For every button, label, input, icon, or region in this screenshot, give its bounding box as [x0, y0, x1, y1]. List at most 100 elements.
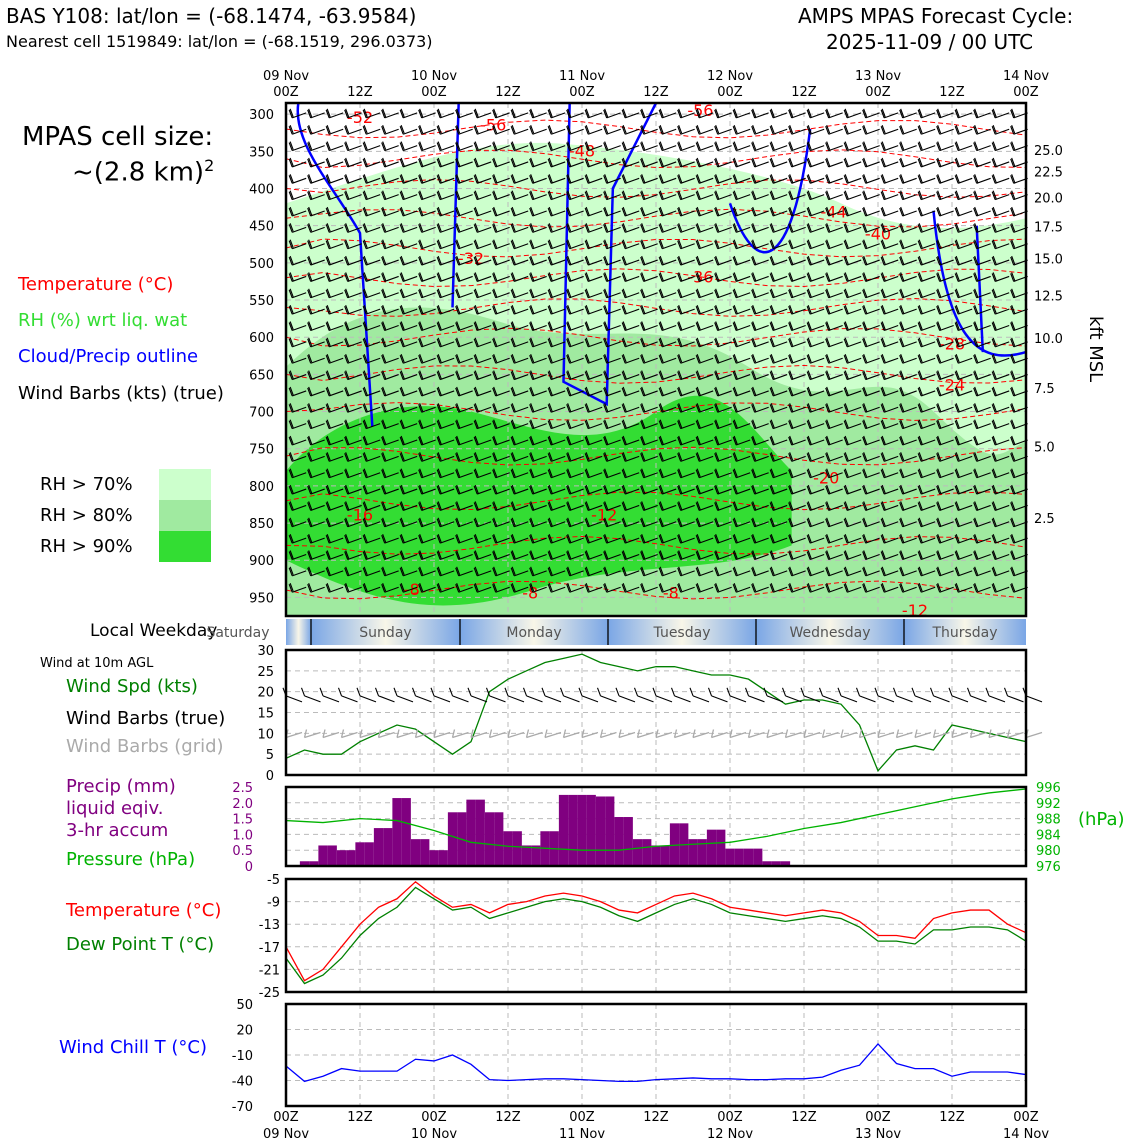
wind-barb — [510, 190, 529, 201]
precip-bar — [568, 794, 578, 866]
pressure-tick-label: 750 — [249, 443, 274, 458]
wind-barb — [362, 223, 381, 233]
wind-barb — [288, 533, 307, 544]
wind-barb — [677, 583, 695, 593]
wind-barb — [973, 125, 991, 135]
precip-bar — [614, 817, 624, 866]
wind-barb — [621, 304, 640, 315]
wind-barb — [769, 108, 788, 119]
legend-wind: Wind Barbs (kts) (true) — [18, 383, 224, 404]
wind-barb — [399, 288, 418, 299]
wind-barb — [603, 419, 621, 430]
wind-barb — [492, 304, 510, 315]
wind-barb — [455, 403, 473, 413]
wind-barb — [547, 533, 566, 544]
precip-bar — [346, 850, 356, 866]
top-hour-label: 00Z — [1013, 85, 1039, 100]
wind-barb — [806, 566, 825, 577]
wind-barb — [473, 403, 492, 413]
wind-barb — [288, 288, 307, 299]
wind-barb — [843, 223, 862, 233]
wind-barb — [455, 321, 473, 332]
wind-barb — [751, 157, 769, 168]
precip-bar — [558, 794, 569, 866]
wind-barb — [862, 255, 880, 266]
wind-barb — [381, 452, 399, 462]
wind-barb — [677, 174, 695, 184]
wind-barb — [436, 419, 455, 430]
wind-barb — [547, 272, 566, 282]
wind-barb — [917, 272, 936, 282]
wind-barb — [991, 304, 1010, 315]
wind-barb — [769, 190, 788, 201]
wind-barb — [510, 157, 529, 168]
wind-barb — [954, 288, 973, 299]
wind-barb — [825, 255, 843, 266]
pressure-axis-label: 984 — [1036, 828, 1061, 843]
wind-barb — [307, 354, 325, 364]
wind-barb — [862, 468, 880, 479]
wind-barb — [714, 501, 732, 511]
wind-barb — [418, 354, 436, 364]
kft-tick-label: 20.0 — [1034, 191, 1063, 206]
wind-barb — [843, 468, 862, 479]
wind-barb — [307, 484, 325, 495]
wind-barb — [529, 386, 547, 397]
wind-barb — [603, 435, 621, 446]
true-barb — [1003, 687, 1024, 703]
wind-barb — [381, 223, 399, 233]
wind-barb — [492, 484, 510, 495]
wind-barb — [806, 239, 825, 250]
wind-barb — [362, 403, 381, 413]
wind-barb — [307, 501, 325, 511]
wind-barb — [529, 484, 547, 495]
wind-barb — [584, 419, 603, 430]
cell-size-value: ~(2.8 km)2 — [72, 156, 215, 188]
wind-barb — [973, 370, 991, 381]
wind-barb — [473, 517, 492, 528]
wind-barb — [936, 108, 954, 119]
wind-barb — [751, 386, 769, 397]
pressure-tick-label: 950 — [249, 591, 274, 606]
wind-barb — [640, 141, 658, 152]
wind-barb — [954, 370, 973, 381]
wind-barb — [418, 157, 436, 168]
precip-bar — [355, 842, 365, 866]
wind-tick-label: 0 — [266, 769, 274, 784]
precip-tick-label: 2.5 — [232, 781, 253, 796]
wind-barb — [455, 157, 473, 168]
wind-barb — [325, 337, 344, 348]
wind-barb — [566, 533, 584, 544]
wind-barb — [307, 108, 325, 119]
legend-windchill: Wind Chill T (°C) — [59, 1037, 207, 1058]
wind-barb — [418, 468, 436, 479]
wind-barb — [751, 501, 769, 511]
wind-barb — [695, 125, 714, 135]
wind-barb — [806, 533, 825, 544]
wind-barb — [825, 141, 843, 152]
wind-barb — [621, 501, 640, 511]
wind-barb — [492, 566, 510, 577]
wind-barb — [436, 583, 455, 593]
wind-barb — [399, 550, 418, 561]
wind-barb — [769, 354, 788, 364]
wind-barb — [936, 583, 954, 593]
wind-barb — [603, 272, 621, 282]
wind-barb — [695, 157, 714, 168]
wind-barb — [843, 304, 862, 315]
wind-barb — [769, 321, 788, 332]
temp-tick-label: -13 — [259, 918, 280, 933]
wind-barb — [566, 354, 584, 364]
wind-barb — [492, 435, 510, 446]
wind-barb — [954, 174, 973, 184]
wind-barb — [695, 419, 714, 430]
wind-barb — [603, 223, 621, 233]
wind-barb — [510, 533, 529, 544]
wind-barb — [640, 206, 658, 217]
wind-barb — [436, 321, 455, 332]
wind-barb — [344, 566, 362, 577]
chill-frame — [284, 1002, 1028, 1108]
wind-barb — [677, 501, 695, 511]
wind-barb — [640, 288, 658, 299]
wind-speed-line — [285, 653, 1027, 773]
